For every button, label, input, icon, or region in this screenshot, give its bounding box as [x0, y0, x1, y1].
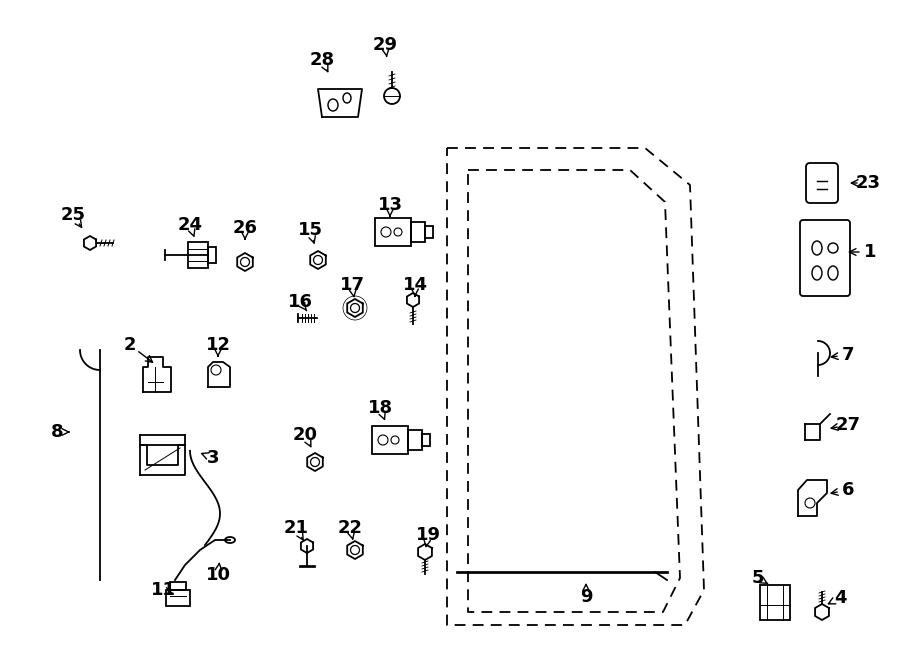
Bar — [188, 242, 208, 268]
Text: 23: 23 — [856, 174, 880, 192]
Text: 24: 24 — [177, 216, 202, 234]
Text: 17: 17 — [339, 276, 365, 294]
Text: 28: 28 — [310, 51, 335, 69]
Bar — [372, 426, 408, 454]
Text: 29: 29 — [373, 36, 398, 54]
Text: 19: 19 — [416, 526, 440, 544]
Text: 13: 13 — [377, 196, 402, 214]
Text: 1: 1 — [864, 243, 877, 261]
Text: 16: 16 — [287, 293, 312, 311]
Text: 27: 27 — [835, 416, 860, 434]
Text: 22: 22 — [338, 519, 363, 537]
Text: 20: 20 — [292, 426, 318, 444]
Text: 14: 14 — [402, 276, 428, 294]
Text: 9: 9 — [580, 588, 592, 606]
Bar — [760, 585, 790, 620]
Text: 11: 11 — [150, 581, 176, 599]
Text: 5: 5 — [752, 569, 764, 587]
Text: 7: 7 — [842, 346, 854, 364]
Text: 3: 3 — [207, 449, 220, 467]
Bar — [166, 590, 190, 606]
Bar — [170, 582, 186, 590]
Bar — [208, 247, 216, 263]
Text: 6: 6 — [842, 481, 854, 499]
Text: 26: 26 — [232, 219, 257, 237]
Text: 2: 2 — [124, 336, 136, 354]
Text: 4: 4 — [833, 589, 846, 607]
Text: 10: 10 — [205, 566, 230, 584]
Bar — [411, 222, 425, 242]
Bar — [408, 430, 422, 450]
Text: 25: 25 — [60, 206, 86, 224]
Text: 21: 21 — [284, 519, 309, 537]
Bar — [422, 434, 430, 446]
Bar — [425, 226, 433, 238]
Text: 8: 8 — [50, 423, 63, 441]
Text: 15: 15 — [298, 221, 322, 239]
Text: 12: 12 — [205, 336, 230, 354]
Text: 18: 18 — [367, 399, 392, 417]
Bar — [375, 218, 411, 246]
